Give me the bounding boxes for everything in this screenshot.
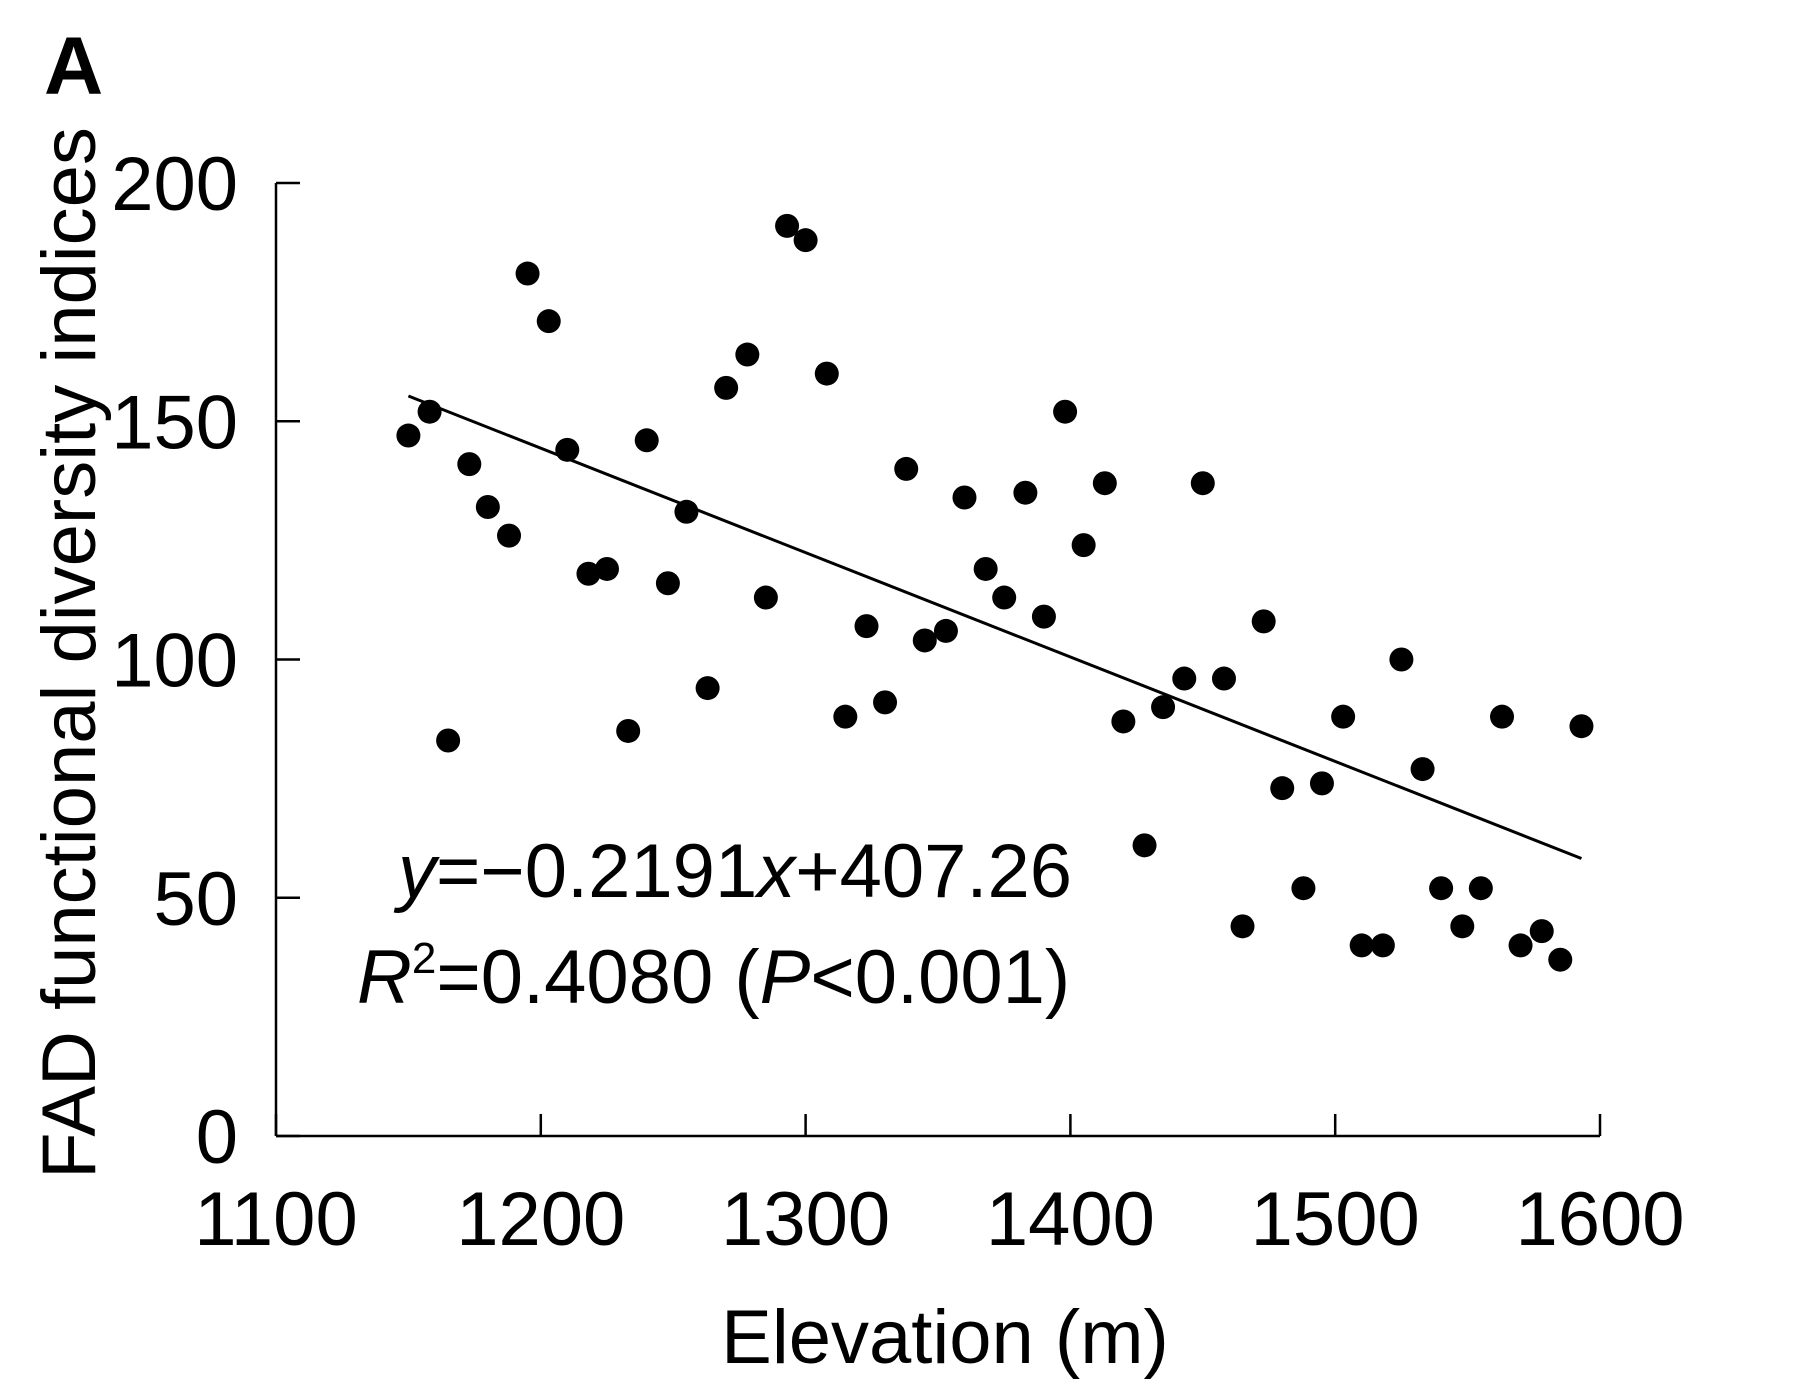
data-point	[1370, 933, 1395, 958]
y-ticks: 0 50 100 150 200	[111, 142, 300, 1180]
panel-label: A	[44, 21, 103, 112]
y-axis-title: FAD functional diversity indices	[27, 127, 112, 1179]
data-point	[674, 499, 699, 524]
data-point	[1211, 666, 1236, 691]
eq-x-var: x	[753, 829, 798, 914]
data-point	[1529, 919, 1554, 944]
p-value: <0.001)	[810, 935, 1070, 1020]
x-tick-label: 1200	[456, 1177, 625, 1262]
data-point	[515, 261, 540, 286]
x-ticks: 1100 1200 1300 1400 1500 1600	[194, 1114, 1685, 1262]
regression-equation: y=−0.2191x+407.26	[393, 829, 1072, 914]
data-point	[1508, 933, 1533, 958]
data-point	[952, 485, 977, 510]
data-point	[814, 361, 839, 386]
data-point	[555, 437, 580, 462]
data-point	[1291, 876, 1316, 901]
data-point	[1092, 471, 1117, 496]
data-point	[1013, 480, 1038, 505]
y-tick-label: 0	[196, 1095, 238, 1180]
data-point	[695, 676, 720, 701]
data-point	[417, 399, 442, 424]
r-superscript: 2	[412, 934, 436, 983]
data-point	[1569, 714, 1594, 739]
y-tick-label: 150	[111, 380, 238, 465]
data-point	[753, 585, 778, 610]
data-point	[992, 585, 1017, 610]
x-tick-label: 1500	[1251, 1177, 1420, 1262]
y-tick-label: 50	[153, 857, 238, 942]
x-tick-label: 1600	[1515, 1177, 1684, 1262]
x-axis-title: Elevation (m)	[721, 1295, 1169, 1380]
data-point	[634, 428, 659, 453]
trendline	[407, 394, 1583, 860]
data-point	[595, 556, 619, 581]
data-point	[775, 213, 800, 238]
data-point	[655, 571, 680, 596]
eq-intercept: +407.26	[795, 829, 1072, 914]
data-point	[1111, 709, 1136, 734]
data-point	[933, 618, 958, 643]
y-tick-label: 100	[111, 619, 238, 704]
data-point	[894, 456, 919, 481]
data-point	[1053, 399, 1078, 424]
eq-y-var: y	[393, 829, 440, 914]
data-point	[1309, 771, 1334, 796]
data-point	[1230, 914, 1255, 939]
data-point	[854, 614, 879, 639]
data-point	[1331, 704, 1356, 729]
data-point	[1071, 533, 1096, 558]
x-tick-label: 1400	[986, 1177, 1155, 1262]
r-value: =0.4080 (	[436, 935, 759, 1020]
data-point	[1450, 914, 1475, 939]
data-point	[1468, 876, 1493, 901]
data-point	[1548, 947, 1573, 972]
data-point	[1172, 666, 1197, 691]
y-tick-label: 200	[111, 142, 238, 227]
data-point	[1270, 776, 1295, 801]
r-squared-label: R2=0.4080 (P<0.001)	[357, 934, 1070, 1020]
data-point	[436, 728, 461, 753]
data-point	[616, 718, 641, 743]
eq-coef: =−0.2191	[436, 829, 757, 914]
data-point	[793, 228, 818, 253]
data-point	[1429, 876, 1454, 901]
data-point	[973, 556, 998, 581]
p-var: P	[760, 935, 811, 1020]
data-point	[457, 452, 482, 477]
data-point	[1190, 471, 1215, 496]
data-point	[735, 342, 760, 367]
data-point	[1132, 833, 1157, 858]
data-point	[1031, 604, 1056, 629]
data-points	[396, 213, 1594, 972]
data-point	[1410, 757, 1435, 782]
data-point	[1151, 695, 1176, 720]
data-point	[1251, 609, 1276, 634]
data-point	[396, 423, 421, 448]
data-point	[576, 561, 601, 586]
x-tick-label: 1100	[194, 1177, 357, 1262]
data-point	[1349, 933, 1374, 958]
data-point	[536, 309, 561, 334]
data-point	[1490, 704, 1515, 729]
data-point	[475, 495, 500, 520]
x-tick-label: 1300	[721, 1177, 890, 1262]
data-point	[1389, 647, 1414, 672]
data-point	[497, 523, 522, 548]
data-point	[714, 375, 739, 400]
data-point	[912, 628, 937, 653]
data-point	[833, 704, 858, 729]
r-var: R	[357, 935, 412, 1020]
data-point	[873, 690, 898, 715]
